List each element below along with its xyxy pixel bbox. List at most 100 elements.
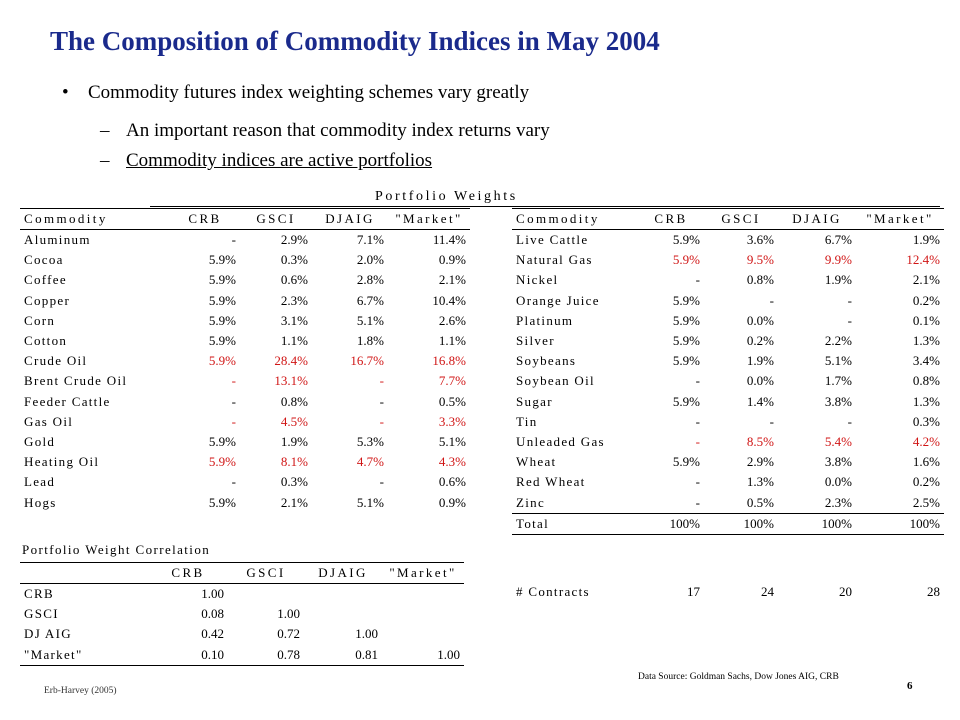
header-djaig: DJAIG bbox=[304, 562, 382, 584]
header-djaig: DJAIG bbox=[312, 208, 388, 230]
crb-value-cell: - bbox=[231, 232, 236, 248]
bullet-dash: – bbox=[100, 120, 110, 141]
djaig-value-cell: 2.3% bbox=[824, 494, 852, 510]
table-row: Lead - 0.3% - 0.6% bbox=[20, 472, 470, 492]
gsci-value-cell: 2.9% bbox=[746, 454, 774, 470]
djaig-value-cell: - bbox=[379, 393, 384, 409]
gsci-value-cell: 1.4% bbox=[746, 393, 774, 409]
crb-value-cell: 0.10 bbox=[148, 644, 228, 666]
commodity-name-cell: Gas Oil bbox=[24, 413, 74, 429]
crb-value-cell: - bbox=[695, 373, 700, 389]
header-gsci: GSCI bbox=[240, 208, 312, 230]
market-value-cell: 2.1% bbox=[912, 272, 940, 288]
djaig-value-cell: 9.9% bbox=[824, 252, 852, 268]
table-row: Soybean Oil - 0.0% 1.7% 0.8% bbox=[512, 371, 944, 391]
commodity-name-cell: Natural Gas bbox=[516, 252, 593, 268]
commodity-name-cell: Wheat bbox=[516, 454, 557, 470]
commodity-name-cell: Silver bbox=[516, 333, 555, 349]
contracts-crb: 17 bbox=[687, 584, 700, 600]
table-row: Gas Oil - 4.5% - 3.3% bbox=[20, 412, 470, 432]
table-row: Copper 5.9% 2.3% 6.7% 10.4% bbox=[20, 291, 470, 311]
gsci-value-cell: 0.3% bbox=[280, 474, 308, 490]
table-row: Gold 5.9% 1.9% 5.3% 5.1% bbox=[20, 432, 470, 452]
djaig-value-cell: 5.1% bbox=[824, 353, 852, 369]
djaig-value-cell: 1.7% bbox=[824, 373, 852, 389]
crb-value-cell: 0.08 bbox=[201, 606, 224, 622]
gsci-value-cell: 4.5% bbox=[280, 413, 308, 429]
commodity-name-cell: Heating Oil bbox=[24, 454, 100, 470]
crb-value-cell: 5.9% bbox=[672, 292, 700, 308]
table-row: Soybeans 5.9% 1.9% 5.1% 3.4% bbox=[512, 351, 944, 371]
table-header-row: Commodity CRB GSCI DJAIG "Market" bbox=[512, 208, 944, 230]
gsci-value-cell: - bbox=[769, 413, 774, 429]
gsci-value-cell: 1.9% bbox=[280, 433, 308, 449]
crb-value-cell: 5.9% bbox=[208, 433, 236, 449]
sub-bullet-returns-vary: – An important reason that commodity inde… bbox=[100, 120, 550, 142]
table-row: Hogs 5.9% 2.1% 5.1% 0.9% bbox=[20, 492, 470, 512]
commodity-name-cell: GSCI bbox=[24, 606, 59, 622]
sub-bullet-active-portfolios: – Commodity indices are active portfolios bbox=[100, 150, 432, 172]
market-value-cell: 0.1% bbox=[912, 312, 940, 328]
djaig-value-cell: 5.4% bbox=[824, 433, 852, 449]
gsci-value-cell: 8.1% bbox=[280, 454, 308, 470]
djaig-value-cell: 2.2% bbox=[824, 333, 852, 349]
market-value-cell: 2.5% bbox=[912, 494, 940, 510]
crb-value-cell: 5.9% bbox=[208, 333, 236, 349]
market-value-cell: 0.9% bbox=[438, 252, 466, 268]
header-market: "Market" bbox=[388, 208, 470, 230]
table-row: Silver 5.9% 0.2% 2.2% 1.3% bbox=[512, 331, 944, 351]
crb-value-cell: 5.9% bbox=[208, 494, 236, 510]
gsci-value-cell: 0.3% bbox=[280, 252, 308, 268]
commodity-name-cell: Aluminum bbox=[24, 232, 91, 248]
market-value-cell: 16.8% bbox=[432, 353, 466, 369]
gsci-value-cell: - bbox=[769, 292, 774, 308]
market-value-cell: 0.9% bbox=[438, 494, 466, 510]
portfolio-weights-title: Portfolio Weights bbox=[375, 189, 518, 204]
market-value-cell: 1.6% bbox=[912, 454, 940, 470]
header-gsci: GSCI bbox=[228, 562, 304, 584]
header-commodity: Commodity bbox=[20, 208, 170, 230]
crb-value-cell: - bbox=[695, 433, 700, 449]
commodity-name-cell: Gold bbox=[24, 433, 56, 449]
gsci-value-cell: 0.5% bbox=[746, 494, 774, 510]
commodity-name-cell: Copper bbox=[24, 292, 71, 308]
contracts-gsci: 24 bbox=[761, 584, 774, 600]
footer-author: Erb-Harvey (2005) bbox=[44, 686, 117, 696]
bullet-dot: • bbox=[62, 82, 69, 103]
crb-value-cell: - bbox=[695, 494, 700, 510]
crb-value-cell: 5.9% bbox=[208, 292, 236, 308]
djaig-value-cell: - bbox=[379, 474, 384, 490]
crb-value-cell: - bbox=[695, 474, 700, 490]
gsci-value-cell: 0.72 bbox=[277, 626, 300, 642]
crb-value-cell: - bbox=[695, 272, 700, 288]
table-row: Crude Oil 5.9% 28.4% 16.7% 16.8% bbox=[20, 351, 470, 371]
djaig-value-cell: 5.1% bbox=[356, 312, 384, 328]
header-market: "Market" bbox=[382, 562, 464, 584]
total-market: 100% bbox=[856, 512, 944, 535]
djaig-value-cell: 2.0% bbox=[356, 252, 384, 268]
gsci-value-cell: 8.5% bbox=[746, 433, 774, 449]
gsci-value-cell: 28.4% bbox=[274, 353, 308, 369]
table-row: Coffee 5.9% 0.6% 2.8% 2.1% bbox=[20, 270, 470, 290]
djaig-value-cell: 6.7% bbox=[824, 232, 852, 248]
commodity-name-cell: Orange Juice bbox=[516, 292, 600, 308]
commodity-name-cell: Unleaded Gas bbox=[516, 433, 605, 449]
djaig-value-cell bbox=[304, 584, 382, 605]
gsci-value-cell: 1.1% bbox=[280, 333, 308, 349]
commodity-name-cell: Soybeans bbox=[516, 353, 577, 369]
table-row: Aluminum - 2.9% 7.1% 11.4% bbox=[20, 230, 470, 251]
djaig-value-cell: 3.8% bbox=[824, 454, 852, 470]
table-row: Brent Crude Oil - 13.1% - 7.7% bbox=[20, 371, 470, 391]
gsci-value-cell: 3.1% bbox=[280, 312, 308, 328]
table-row: Zinc - 0.5% 2.3% 2.5% bbox=[512, 492, 944, 513]
commodity-name-cell: Brent Crude Oil bbox=[24, 373, 128, 389]
slide-title: The Composition of Commodity Indices in … bbox=[50, 26, 660, 56]
gsci-value-cell: 0.2% bbox=[746, 333, 774, 349]
market-value-cell: 0.6% bbox=[438, 474, 466, 490]
gsci-value-cell: 9.5% bbox=[746, 252, 774, 268]
commodity-name-cell: Sugar bbox=[516, 393, 553, 409]
djaig-value-cell: 0.81 bbox=[304, 644, 382, 666]
commodity-name-cell: CRB bbox=[24, 586, 54, 602]
gsci-value-cell: 2.9% bbox=[280, 232, 308, 248]
commodity-name-cell: Corn bbox=[24, 312, 56, 328]
